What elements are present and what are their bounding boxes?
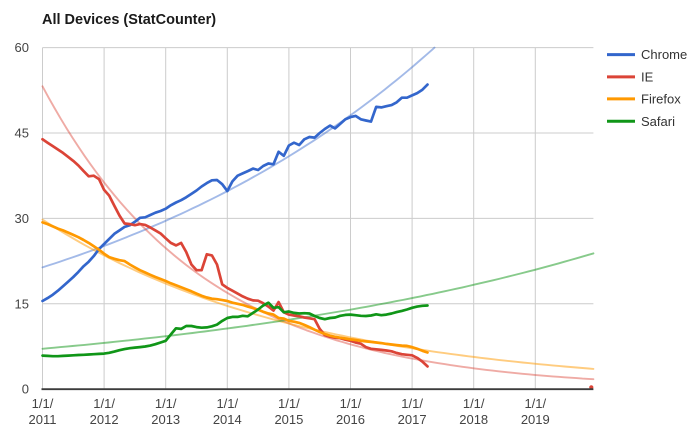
svg-text:1/1/: 1/1/	[216, 396, 238, 411]
svg-text:2015: 2015	[274, 412, 303, 427]
svg-text:2018: 2018	[459, 412, 488, 427]
svg-text:2019: 2019	[521, 412, 550, 427]
svg-text:2017: 2017	[398, 412, 427, 427]
svg-text:60: 60	[15, 40, 29, 55]
svg-text:All Devices (StatCounter): All Devices (StatCounter)	[42, 12, 216, 28]
svg-text:1/1/: 1/1/	[93, 396, 115, 411]
svg-text:Firefox: Firefox	[641, 92, 681, 107]
svg-text:2013: 2013	[151, 412, 180, 427]
svg-text:2012: 2012	[90, 412, 119, 427]
svg-text:2016: 2016	[336, 412, 365, 427]
svg-text:1/1/: 1/1/	[32, 396, 54, 411]
svg-text:IE: IE	[641, 70, 654, 85]
svg-text:15: 15	[15, 296, 29, 311]
svg-text:1/1/: 1/1/	[155, 396, 177, 411]
svg-text:45: 45	[15, 126, 29, 141]
svg-text:2011: 2011	[29, 412, 57, 427]
svg-text:Safari: Safari	[641, 114, 675, 129]
svg-text:0: 0	[22, 382, 29, 397]
svg-text:1/1/: 1/1/	[463, 396, 485, 411]
svg-text:1/1/: 1/1/	[401, 396, 423, 411]
svg-text:1/1/: 1/1/	[278, 396, 300, 411]
svg-text:1/1/: 1/1/	[524, 396, 546, 411]
svg-text:1/1/: 1/1/	[340, 396, 362, 411]
svg-text:2014: 2014	[213, 412, 242, 427]
svg-text:Chrome: Chrome	[641, 47, 687, 62]
svg-text:30: 30	[15, 211, 29, 226]
